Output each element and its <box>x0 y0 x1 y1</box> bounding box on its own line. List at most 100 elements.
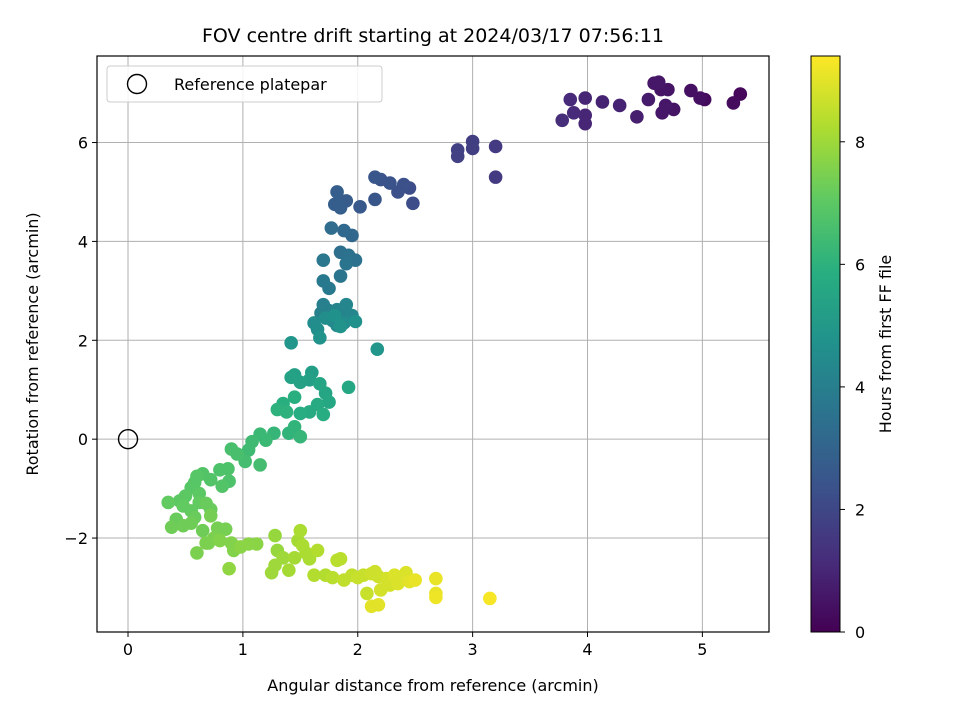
data-point <box>465 141 480 156</box>
y-tick-label: 2 <box>78 331 88 350</box>
grid-lines <box>97 56 769 632</box>
data-point <box>322 395 336 409</box>
data-point <box>287 551 302 565</box>
data-point <box>333 552 348 566</box>
reference-platepar-marker <box>117 428 139 450</box>
y-axis-label: Rotation from reference (arcmin) <box>23 212 42 475</box>
x-axis-ticks: 0 1 2 3 4 5 <box>123 632 707 659</box>
data-point <box>429 571 443 586</box>
data-point <box>578 116 593 131</box>
colorbar-tick-label: 6 <box>855 255 865 274</box>
data-point <box>259 433 273 447</box>
data-point <box>483 591 497 606</box>
data-point <box>429 590 443 605</box>
x-tick-label: 5 <box>697 640 707 659</box>
data-point <box>630 110 644 124</box>
data-point <box>391 185 405 199</box>
data-point <box>293 523 308 538</box>
legend-box <box>106 65 383 103</box>
data-point <box>322 281 336 296</box>
y-tick-label: −2 <box>64 529 88 548</box>
colorbar-tick-label: 8 <box>855 133 865 152</box>
data-point <box>327 308 342 323</box>
data-point <box>282 426 296 441</box>
data-point <box>325 570 340 585</box>
data-point <box>293 375 308 390</box>
data-point <box>333 269 348 283</box>
data-point <box>249 537 264 551</box>
data-point <box>190 546 204 560</box>
colorbar-tick-label: 0 <box>855 623 865 642</box>
data-point <box>368 170 382 184</box>
data-point <box>612 98 627 113</box>
colorbar-tick-label: 4 <box>855 378 865 397</box>
data-point <box>360 586 374 601</box>
data-point <box>310 543 325 558</box>
data-point <box>164 520 179 534</box>
data-point <box>215 479 230 493</box>
data-point <box>684 83 698 98</box>
y-tick-label: 4 <box>78 232 88 251</box>
data-point <box>264 565 279 580</box>
data-point <box>195 523 210 538</box>
chart-title: FOV centre drift starting at 2024/03/17 … <box>202 25 664 47</box>
data-point <box>450 149 465 164</box>
data-point <box>316 407 331 422</box>
colorbar-tick-label: 2 <box>855 500 865 519</box>
colorbar <box>810 55 841 633</box>
data-point <box>293 429 308 444</box>
data-point <box>224 442 239 456</box>
data-point <box>488 139 503 154</box>
data-point <box>333 319 348 334</box>
data-point <box>253 458 267 472</box>
data-point <box>647 76 661 90</box>
data-point <box>339 297 354 312</box>
data-point <box>658 98 673 113</box>
data-point <box>368 192 382 207</box>
data-point <box>353 199 367 214</box>
data-point <box>213 463 227 477</box>
data-point <box>213 533 227 548</box>
data-point <box>726 96 741 110</box>
legend-label: Reference platepar <box>174 75 327 94</box>
data-point <box>218 522 233 536</box>
x-tick-label: 4 <box>582 640 592 659</box>
data-point <box>279 405 294 419</box>
y-tick-label: 0 <box>78 430 88 449</box>
colorbar-label: Hours from first FF file <box>876 255 895 434</box>
data-point <box>282 563 296 577</box>
data-point <box>241 443 256 457</box>
data-point <box>348 314 363 329</box>
data-point <box>287 390 302 404</box>
data-point <box>341 380 356 395</box>
data-point <box>578 91 593 105</box>
data-point <box>391 576 405 591</box>
data-point <box>222 561 236 576</box>
data-point <box>488 170 503 184</box>
data-point <box>563 92 578 107</box>
data-point <box>408 573 422 587</box>
data-point <box>284 335 298 350</box>
data-point <box>316 253 331 267</box>
data-point <box>268 528 282 543</box>
data-point <box>566 106 581 120</box>
x-tick-label: 3 <box>468 640 478 659</box>
plot-frame <box>96 55 770 633</box>
data-point <box>184 516 198 531</box>
x-axis-label: Angular distance from reference (arcmin) <box>267 676 598 695</box>
data-point <box>406 196 420 211</box>
data-point <box>313 331 327 345</box>
data-points <box>117 75 748 614</box>
x-tick-label: 1 <box>238 640 248 659</box>
data-point <box>333 200 348 215</box>
data-point <box>641 92 656 107</box>
y-tick-label: 6 <box>78 134 88 153</box>
data-point <box>201 536 216 550</box>
data-point <box>370 342 385 356</box>
colorbar-ticks: 0 2 4 6 8 <box>840 133 865 642</box>
data-point <box>330 185 344 199</box>
data-point <box>337 223 351 238</box>
data-point <box>371 598 386 612</box>
data-point <box>324 221 339 235</box>
